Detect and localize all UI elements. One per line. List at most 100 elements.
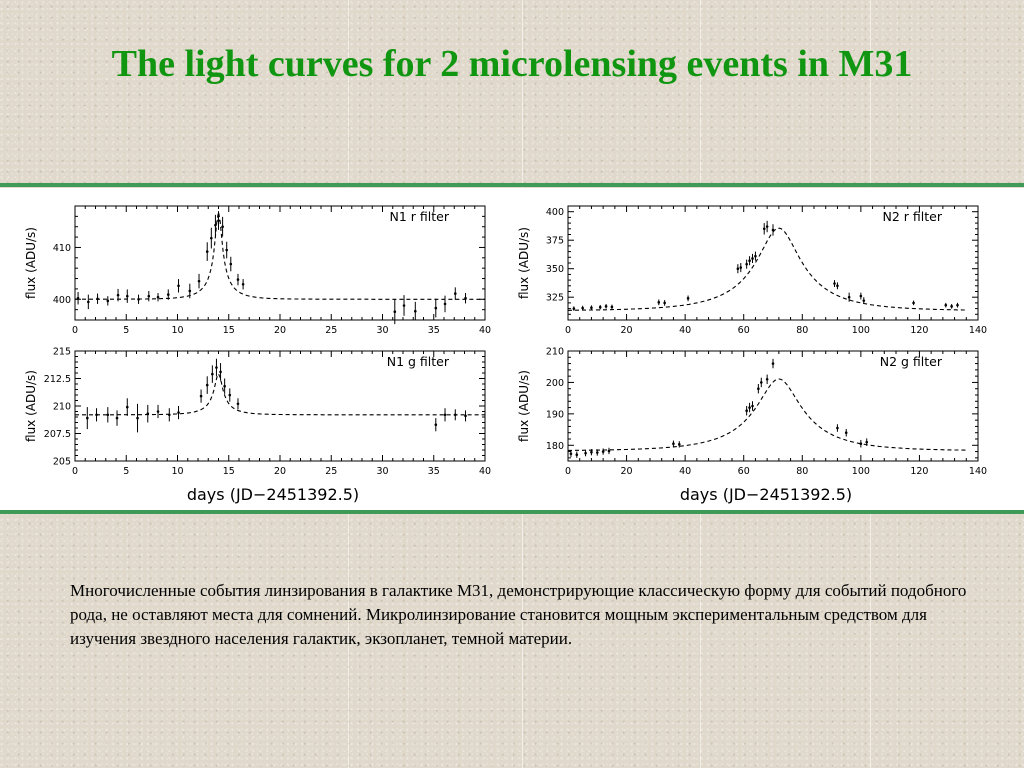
data-point xyxy=(453,292,457,295)
data-point xyxy=(912,301,915,305)
data-point xyxy=(833,282,836,285)
data-point xyxy=(217,219,220,222)
x-tick-label: 0 xyxy=(72,466,78,477)
x-tick-label: 30 xyxy=(376,466,388,477)
data-point xyxy=(859,442,863,446)
y-tick-label: 200 xyxy=(546,378,564,389)
data-point xyxy=(76,296,80,300)
x-tick-label: 0 xyxy=(565,466,571,477)
data-point xyxy=(836,426,839,430)
data-point xyxy=(156,295,160,299)
x-tick-label: 35 xyxy=(428,466,440,477)
data-point xyxy=(745,262,748,266)
data-point xyxy=(177,284,180,288)
y-tick-label: 212.5 xyxy=(44,374,71,385)
charts-panel xyxy=(0,188,1024,511)
y-tick-label: 205 xyxy=(53,457,71,468)
data-point xyxy=(598,305,602,309)
data-point xyxy=(464,414,467,418)
y-axis-label: flux (ADU/s) xyxy=(24,370,38,442)
data-point xyxy=(156,410,160,413)
plot-n1-g-filter: 0 5 10 15 20 25 30 35 40 205 207.5 210 212.5 215 flux … xyxy=(24,347,491,478)
x-axis-label-right: days (JD−2451392.5) xyxy=(680,485,852,504)
y-axis-label: flux (ADU/s) xyxy=(517,370,531,442)
panel-title: N1 r filter xyxy=(390,209,450,224)
data-point xyxy=(168,413,171,417)
data-point xyxy=(214,223,217,227)
data-point xyxy=(745,409,748,413)
x-tick-label: 60 xyxy=(738,466,750,477)
x-axis-label-left: days (JD−2451392.5) xyxy=(187,485,359,504)
data-point xyxy=(844,431,848,435)
model-curve xyxy=(75,211,485,300)
x-tick-label: 0 xyxy=(72,325,78,336)
data-point xyxy=(944,303,948,307)
data-point xyxy=(95,413,98,417)
data-point xyxy=(751,257,754,260)
y-tick-label: 210 xyxy=(53,402,71,413)
data-point xyxy=(86,416,89,420)
model-curve xyxy=(75,372,485,416)
x-tick-label: 0 xyxy=(565,325,571,336)
data-point xyxy=(575,453,579,457)
x-tick-label: 40 xyxy=(679,325,691,336)
slide-title: The light curves for 2 microlensing even… xyxy=(111,43,913,85)
data-point xyxy=(434,306,438,310)
data-point xyxy=(414,309,417,313)
data-point xyxy=(739,266,743,269)
data-point xyxy=(771,362,775,365)
data-point xyxy=(205,383,209,387)
data-point xyxy=(464,296,467,300)
data-point xyxy=(443,413,447,417)
data-point xyxy=(453,413,457,417)
data-point xyxy=(125,405,129,409)
data-point xyxy=(225,248,228,252)
x-tick-label: 5 xyxy=(123,325,129,336)
model-curve xyxy=(568,378,967,451)
y-tick-label: 207.5 xyxy=(44,429,71,440)
y-tick-label: 400 xyxy=(546,207,564,218)
x-tick-label: 80 xyxy=(796,466,808,477)
data-point xyxy=(765,225,769,228)
x-tick-label: 40 xyxy=(479,466,491,477)
data-point xyxy=(199,394,203,398)
x-tick-label: 5 xyxy=(123,466,129,477)
data-point xyxy=(956,303,959,307)
data-point xyxy=(581,306,584,310)
y-axis-label: flux (ADU/s) xyxy=(517,227,531,299)
y-tick-label: 400 xyxy=(53,295,71,306)
x-tick-label: 40 xyxy=(479,325,491,336)
data-point xyxy=(223,384,226,388)
data-point xyxy=(865,440,869,444)
y-tick-label: 410 xyxy=(53,243,71,254)
data-point xyxy=(754,254,757,258)
y-tick-label: 215 xyxy=(53,347,71,358)
y-tick-label: 325 xyxy=(546,293,564,304)
data-point xyxy=(137,297,140,301)
y-tick-label: 350 xyxy=(546,264,564,275)
data-point xyxy=(166,293,170,296)
x-tick-label: 20 xyxy=(621,325,633,336)
data-point xyxy=(215,366,218,369)
data-point xyxy=(219,370,222,374)
x-tick-label: 10 xyxy=(171,325,183,336)
data-point xyxy=(136,416,139,420)
plot-frame xyxy=(567,350,979,462)
x-tick-label: 100 xyxy=(852,466,870,477)
x-tick-label: 35 xyxy=(428,325,440,336)
data-point xyxy=(393,310,397,314)
data-point xyxy=(106,299,110,303)
data-point xyxy=(236,402,240,406)
data-point xyxy=(572,307,576,310)
data-point xyxy=(757,387,760,391)
data-point xyxy=(672,442,675,446)
panel-title: N2 g filter xyxy=(880,354,943,369)
data-point xyxy=(569,452,573,456)
x-tick-label: 15 xyxy=(223,325,235,336)
plot-n1-r-filter: 0 5 10 15 20 25 30 35 40 400 410 flux (ADU/s) N1 r f… xyxy=(24,205,491,336)
y-tick-label: 210 xyxy=(546,347,564,358)
data-point xyxy=(236,278,240,281)
data-point xyxy=(686,297,690,300)
data-point xyxy=(862,299,866,302)
